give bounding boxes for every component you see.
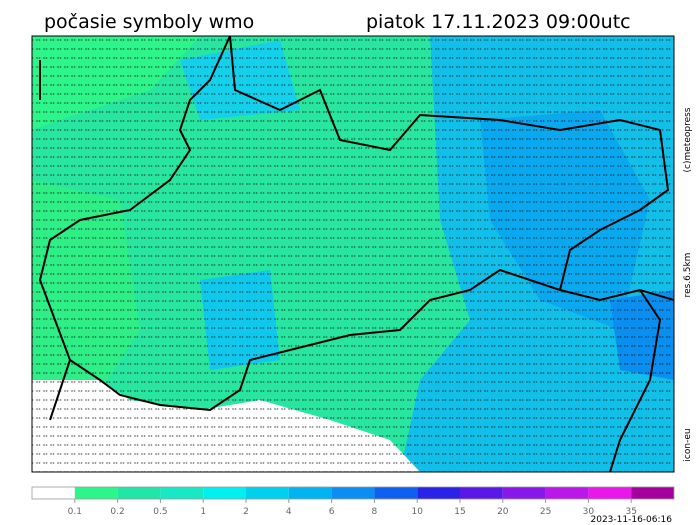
colorbar-swatch: [374, 487, 418, 499]
colorbar-swatch: [160, 487, 204, 499]
colorbar-swatch: [331, 487, 375, 499]
colorbar-label: 0.1: [68, 507, 82, 517]
colorbar-label: 15: [454, 507, 465, 517]
colorbar-frame: [31, 486, 675, 500]
colorbar-swatch: [74, 487, 118, 499]
map-title: počasie symboly wmo: [44, 11, 254, 33]
colorbar-swatch: [417, 487, 460, 499]
colorbar-swatch: [288, 487, 332, 499]
colorbar: 0.1 0.2 0.5 1 2 4 6 8 10 15 20 25 30 35: [31, 486, 675, 517]
colorbar-label: 6: [329, 507, 335, 517]
colorbar-label: 10: [411, 507, 423, 517]
colorbar-label: 30: [583, 507, 595, 517]
copyright-label: (c)meteopress: [683, 107, 693, 172]
colorbar-swatch: [117, 487, 161, 499]
colorbar-swatch: [460, 487, 503, 499]
colorbar-label: 1: [200, 507, 206, 517]
colorbar-swatch: [588, 487, 632, 499]
colorbar-swatch: [631, 487, 674, 499]
colorbar-swatch: [246, 487, 289, 499]
colorbar-label: 2: [243, 507, 249, 517]
colorbar-label: 8: [372, 507, 378, 517]
colorbar-label: 35: [625, 507, 636, 517]
colorbar-swatch: [203, 487, 246, 499]
colorbar-label: 20: [497, 507, 509, 517]
colorbar-label: 25: [540, 507, 551, 517]
resolution-label: res.6.5km: [683, 253, 693, 298]
run-timestamp: 2023-11-16-06:16: [591, 515, 673, 525]
model-label: icon-eu: [683, 428, 693, 461]
colorbar-label: 4: [286, 507, 292, 517]
colorbar-label: 0.2: [110, 507, 124, 517]
map-datetime: piatok 17.11.2023 09:00utc: [366, 11, 631, 33]
map: [32, 36, 674, 472]
colorbar-swatch: [32, 487, 75, 499]
colorbar-swatch: [502, 487, 546, 499]
colorbar-swatch: [545, 487, 589, 499]
colorbar-label: 0.5: [153, 507, 167, 517]
